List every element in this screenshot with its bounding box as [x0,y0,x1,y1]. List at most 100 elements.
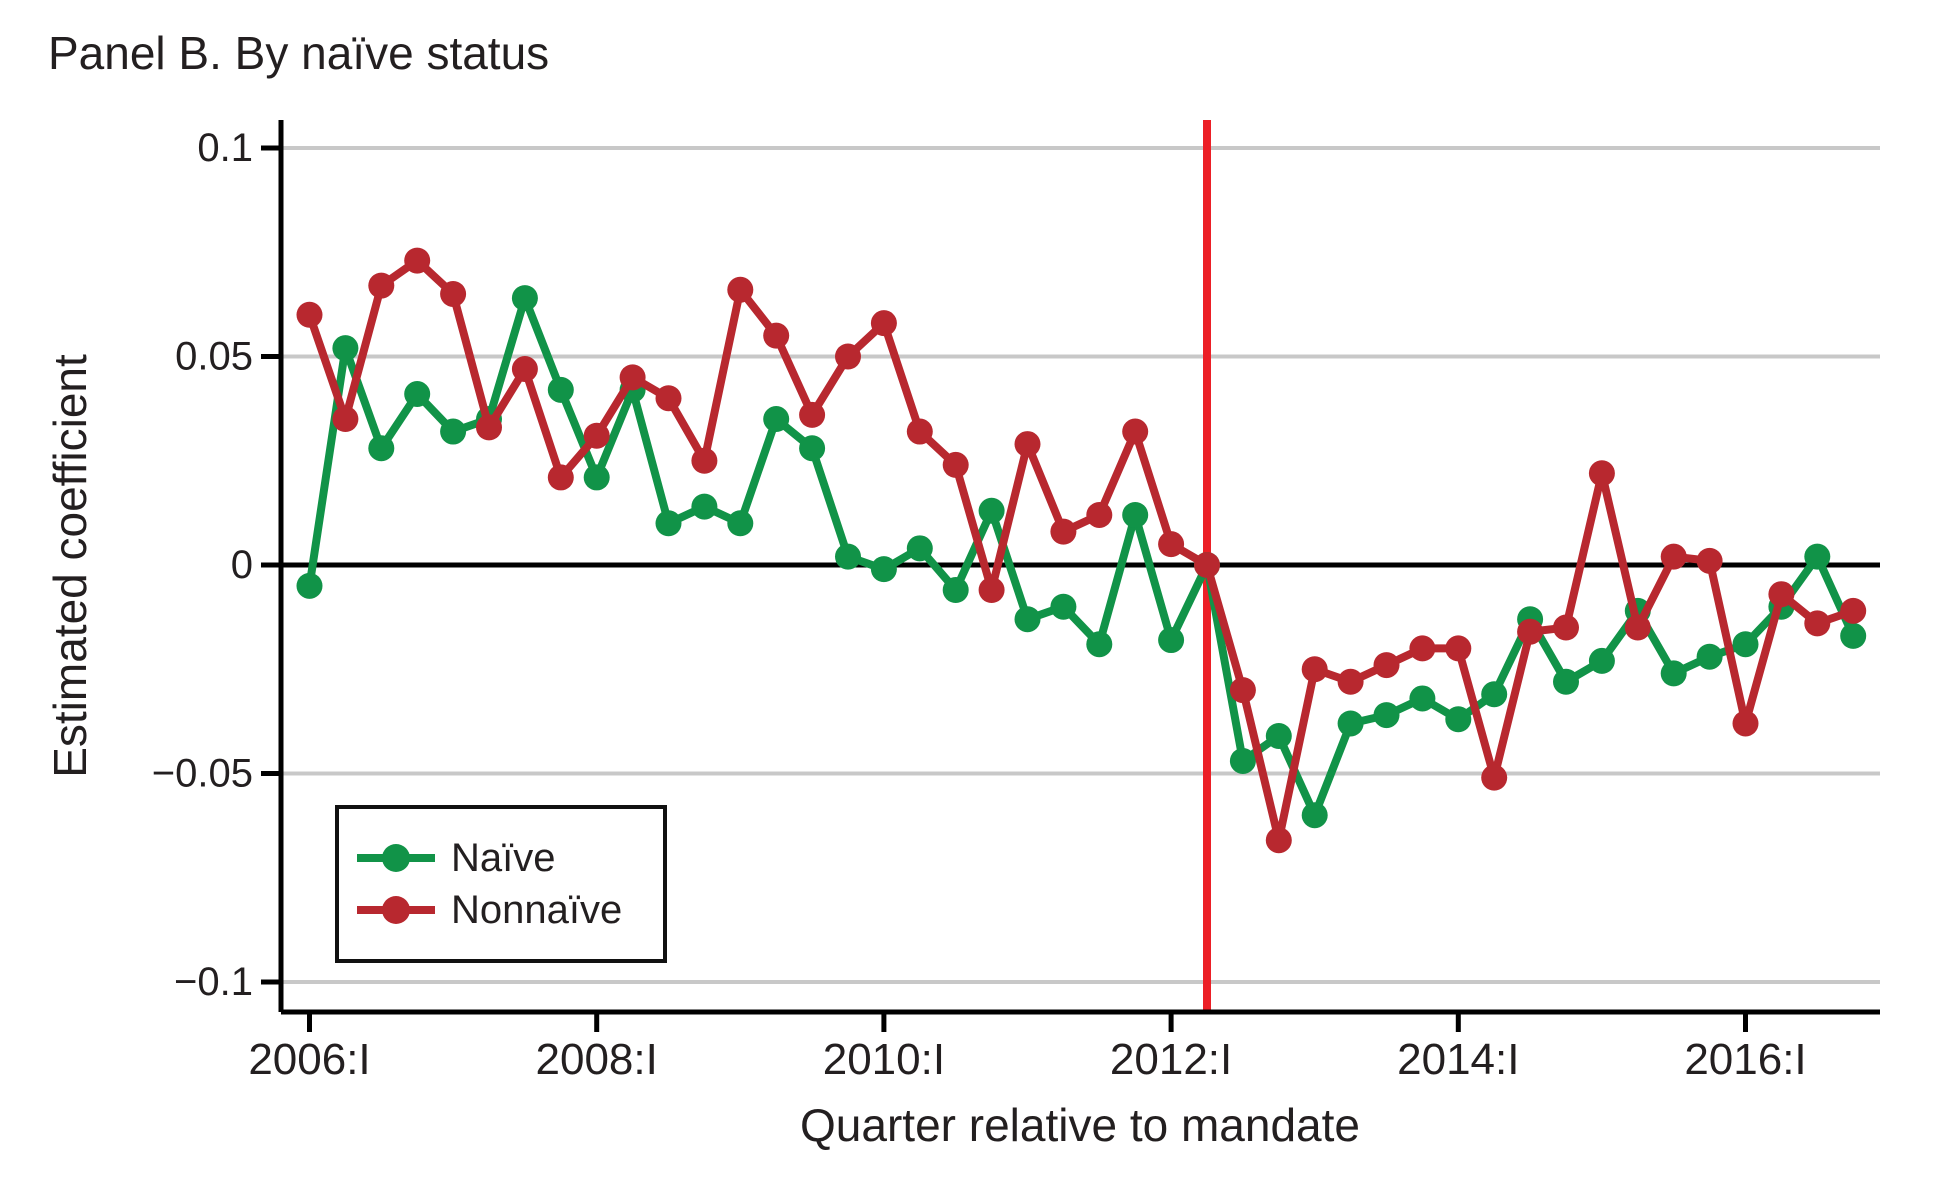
panel-title: Panel B. By naïve status [48,27,550,79]
y-tick-label: 0 [231,543,253,587]
nonnaive-marker [1553,614,1579,641]
nonnaive-marker [368,272,395,299]
y-tick-label: −0.05 [152,752,253,796]
naive-marker-icon [382,844,410,872]
nonnaive-marker [942,451,969,478]
naive-marker [1337,710,1364,737]
x-tick-label: 2014:I [1397,1035,1519,1084]
naive-marker [368,435,395,462]
naive-marker [1265,722,1292,749]
nonnaive-marker [978,577,1005,604]
nonnaive-marker [835,343,861,370]
naive-marker [978,497,1005,524]
y-tick-label: 0.05 [175,335,253,379]
naive-marker [1696,643,1723,670]
x-tick-label: 2010:I [823,1035,945,1084]
nonnaive-marker [727,276,754,303]
naive-marker [727,510,754,537]
naive-marker [1229,747,1256,774]
nonnaive-marker [1229,677,1256,704]
legend: Naïve Nonnaïve [335,805,667,963]
nonnaive-marker [763,322,790,349]
naive-marker [1588,647,1615,674]
naive-marker [1732,631,1759,658]
y-axis-title: Estimated coefficient [44,354,96,778]
nonnaive-marker [476,414,502,441]
nonnaive-marker [1588,460,1615,487]
naive-marker [1373,702,1400,729]
nonnaive-marker [440,280,467,307]
x-tick-label: 2008:I [536,1035,658,1084]
naive-marker [799,435,826,462]
naive-marker [1804,543,1831,570]
naive-marker [583,464,610,491]
naive-marker [763,406,790,433]
nonnaive-marker [1517,618,1544,645]
naive-marker [547,376,574,403]
naive-marker [1840,622,1867,649]
nonnaive-marker [547,464,574,491]
naive-marker [1481,681,1508,708]
y-tick-label: 0.1 [197,126,253,170]
nonnaive-marker [1194,552,1220,578]
naive-marker [1409,685,1436,712]
naive-marker [1122,501,1149,528]
naive-marker [404,381,431,408]
naive-marker [870,556,897,583]
nonnaive-marker [1409,635,1436,662]
nonnaive-marker [1624,614,1651,641]
nonnaive-marker [1840,597,1867,624]
nonnaive-marker [296,301,323,328]
nonnaive-marker [1122,418,1149,445]
naive-marker [835,543,861,570]
nonnaive-marker [691,447,718,474]
nonnaive-marker [1337,668,1364,695]
legend-item-nonnaive: Nonnaïve [357,888,663,932]
naive-line-swatch [357,844,435,872]
nonnaive-marker [1804,610,1831,637]
x-tick-label: 2016:I [1684,1035,1806,1084]
naive-marker [296,572,323,599]
x-axis-title: Quarter relative to mandate [800,1099,1360,1151]
nonnaive-line-swatch [357,896,435,924]
naive-marker [1086,631,1113,658]
nonnaive-marker [870,310,897,337]
naive-marker [440,418,467,445]
nonnaive-marker [404,247,431,274]
nonnaive-marker [1768,581,1795,608]
naive-marker [655,510,682,537]
naive-marker [1553,668,1579,695]
y-tick-label: −0.1 [174,960,253,1004]
nonnaive-marker [1481,764,1508,791]
nonnaive-marker [511,356,538,383]
naive-marker [332,335,359,362]
nonnaive-marker [1086,501,1113,528]
naive-marker [1050,593,1077,620]
nonnaive-marker [1696,547,1723,574]
nonnaive-marker [1158,531,1185,558]
nonnaive-marker [799,401,826,428]
nonnaive-marker [1732,710,1759,737]
naive-marker [511,285,538,312]
legend-label-nonnaive: Nonnaïve [451,887,623,932]
naive-marker [691,493,718,520]
nonnaive-marker [1445,635,1472,662]
naive-marker [1158,627,1185,654]
legend-item-naive: Naïve [357,836,663,880]
nonnaive-marker [583,422,610,449]
naive-marker [1014,606,1041,633]
x-tick-label: 2012:I [1110,1035,1232,1084]
naive-marker [1660,660,1687,687]
legend-label-naive: Naïve [451,835,556,880]
nonnaive-marker [1660,543,1687,570]
nonnaive-marker [1301,656,1328,683]
nonnaive-marker [906,418,933,445]
naive-marker [942,577,969,604]
naive-marker [906,535,933,562]
nonnaive-marker [1373,652,1400,679]
x-tick-label: 2006:I [248,1035,370,1084]
nonnaive-marker [1265,827,1292,854]
nonnaive-marker [655,385,682,412]
